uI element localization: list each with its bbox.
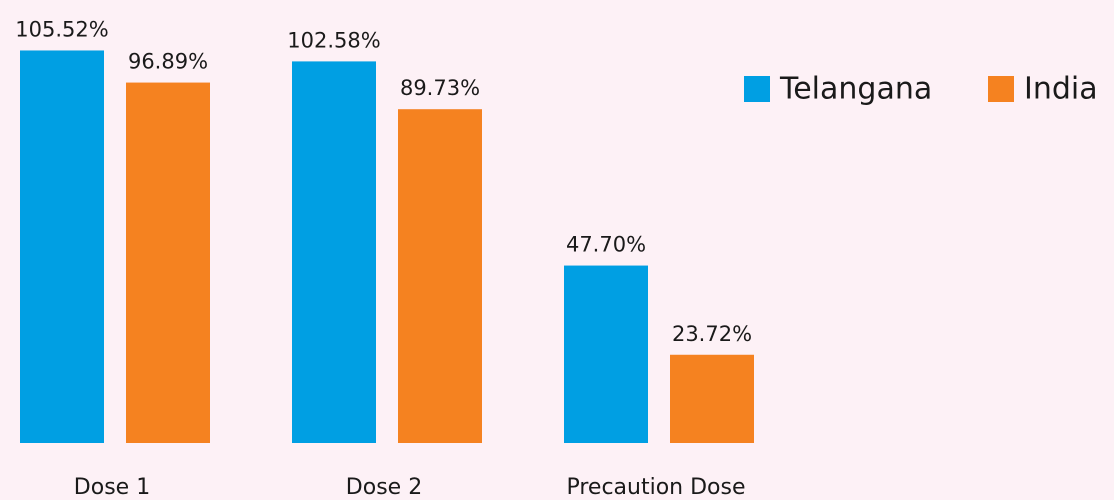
legend-label: India: [1024, 72, 1098, 107]
value-label: 102.58%: [287, 28, 380, 52]
bar: [670, 354, 754, 443]
legend-label: Telangana: [779, 72, 932, 107]
value-label: 47.70%: [566, 233, 646, 257]
category-label: Dose 1: [74, 475, 150, 500]
legend-swatch: [744, 76, 770, 102]
category-label: Dose 2: [346, 475, 422, 500]
bar: [20, 50, 104, 443]
bar: [398, 109, 482, 443]
bar: [564, 265, 648, 443]
category-label: Precaution Dose: [566, 475, 745, 500]
value-label: 23.72%: [672, 322, 752, 346]
legend-swatch: [988, 76, 1014, 102]
value-label: 96.89%: [128, 50, 208, 74]
value-label: 105.52%: [15, 17, 108, 41]
bar: [126, 82, 210, 443]
value-label: 89.73%: [400, 76, 480, 100]
bar: [292, 61, 376, 443]
